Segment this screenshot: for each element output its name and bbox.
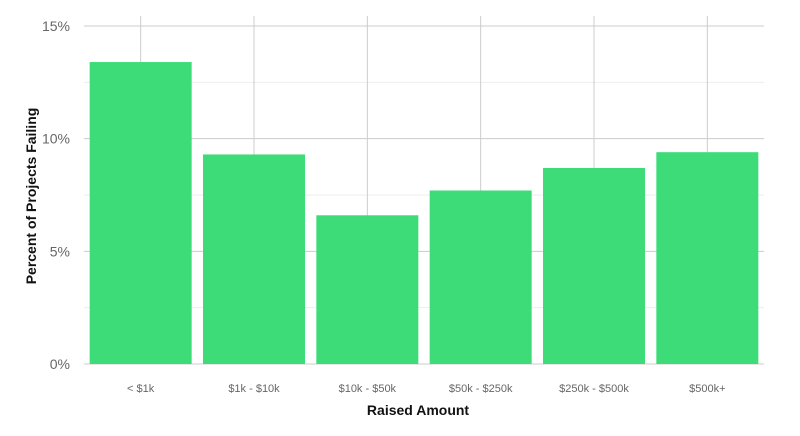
bar (429, 190, 532, 364)
x-tick-label: $10k - $50k (339, 383, 397, 395)
x-tick-label: < $1k (127, 383, 155, 395)
x-tick-labels: < $1k $1k - $10k $10k - $50k $50k - $250k $2… (127, 383, 725, 395)
bar (316, 215, 419, 364)
bar-layer (89, 62, 759, 364)
x-tick-label: $250k - $500k (559, 383, 629, 395)
x-tick-label: $50k - $250k (449, 383, 513, 395)
x-tick-label: $1k - $10k (228, 383, 280, 395)
bar (543, 167, 645, 364)
bar (656, 152, 759, 364)
y-tick-label: 0% (50, 356, 70, 372)
x-tick-label: $500k+ (689, 383, 725, 395)
y-tick-label: 15% (42, 18, 70, 34)
bar (89, 62, 192, 364)
x-axis-title: Raised Amount (367, 402, 469, 418)
bar (203, 154, 305, 364)
y-tick-labels: 0% 5% 10% 15% (42, 18, 70, 372)
y-tick-label: 10% (42, 131, 70, 147)
y-tick-label: 5% (50, 243, 70, 259)
y-axis-title: Percent of Projects Failing (23, 108, 39, 285)
